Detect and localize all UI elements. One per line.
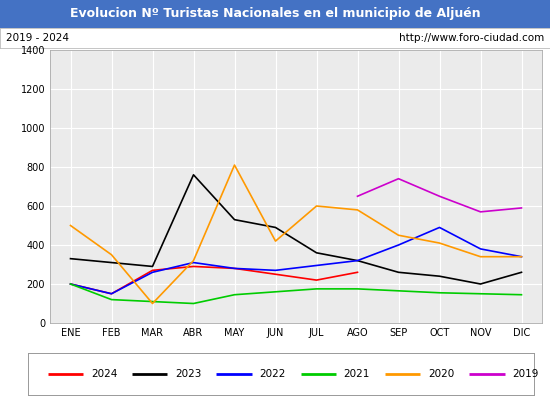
Text: 2024: 2024 <box>91 369 117 379</box>
Text: 2019: 2019 <box>513 369 539 379</box>
Text: 2019 - 2024: 2019 - 2024 <box>6 33 69 43</box>
Text: 2020: 2020 <box>428 369 454 379</box>
Text: Evolucion Nº Turistas Nacionales en el municipio de Aljuén: Evolucion Nº Turistas Nacionales en el m… <box>70 8 480 20</box>
Text: 2023: 2023 <box>175 369 201 379</box>
Text: 2021: 2021 <box>344 369 370 379</box>
Text: http://www.foro-ciudad.com: http://www.foro-ciudad.com <box>399 33 544 43</box>
Text: 2022: 2022 <box>260 369 286 379</box>
